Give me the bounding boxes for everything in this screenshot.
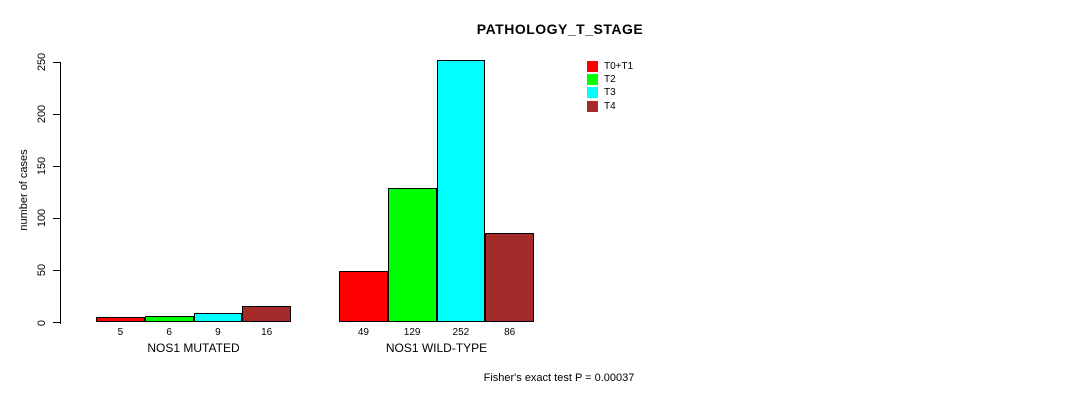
x-category-label: NOS1 MUTATED xyxy=(147,341,240,355)
y-tick xyxy=(53,113,60,115)
bar-t4 xyxy=(242,305,291,323)
legend-item: T4 xyxy=(587,100,616,112)
legend-item: T3 xyxy=(587,87,616,99)
legend-swatch-icon xyxy=(587,87,598,99)
bar-t4 xyxy=(485,232,534,323)
legend-label: T3 xyxy=(604,87,616,99)
legend-label: T0+T1 xyxy=(604,61,634,72)
chart-title: PATHOLOGY_T_STAGE xyxy=(476,21,644,37)
bar-value-label: 86 xyxy=(504,327,516,338)
bar-t3 xyxy=(436,59,486,323)
fisher-test-annotation: Fisher's exact test P = 0.00037 xyxy=(483,372,635,384)
y-axis-line xyxy=(60,62,61,324)
legend-label: T2 xyxy=(604,74,616,86)
y-tick xyxy=(53,217,60,219)
bar-t0-t1 xyxy=(339,271,388,323)
bar-t0-t1 xyxy=(96,317,145,323)
y-tick-label: 100 xyxy=(36,209,48,228)
bar-t2 xyxy=(144,316,194,323)
y-tick xyxy=(53,269,60,271)
y-tick-label: 200 xyxy=(36,104,48,124)
y-tick xyxy=(53,322,60,323)
legend-swatch-icon xyxy=(587,74,598,86)
y-tick xyxy=(53,165,60,167)
y-tick-label: 150 xyxy=(36,157,48,176)
y-tick-label: 0 xyxy=(36,319,48,326)
bar-value-label: 6 xyxy=(166,327,172,338)
bar-value-label: 9 xyxy=(215,327,221,338)
y-tick-label: 50 xyxy=(36,264,48,277)
legend-label: T4 xyxy=(604,100,616,112)
legend-swatch-icon xyxy=(587,100,598,112)
y-tick-label: 250 xyxy=(36,52,48,72)
legend-item: T0+T1 xyxy=(587,61,633,72)
bar-value-label: 252 xyxy=(452,327,470,338)
legend-swatch-icon xyxy=(587,61,598,72)
bar-value-label: 5 xyxy=(117,327,124,338)
y-axis-title: number of cases xyxy=(18,149,30,231)
y-tick xyxy=(53,61,60,63)
bar-t2 xyxy=(387,188,437,323)
bar-value-label: 49 xyxy=(357,327,369,338)
x-category-label: NOS1 WILD-TYPE xyxy=(385,341,488,355)
bar-t3 xyxy=(193,313,243,323)
bar-value-label: 129 xyxy=(403,327,421,338)
bar-value-label: 16 xyxy=(261,327,273,338)
legend-item: T2 xyxy=(587,74,616,86)
